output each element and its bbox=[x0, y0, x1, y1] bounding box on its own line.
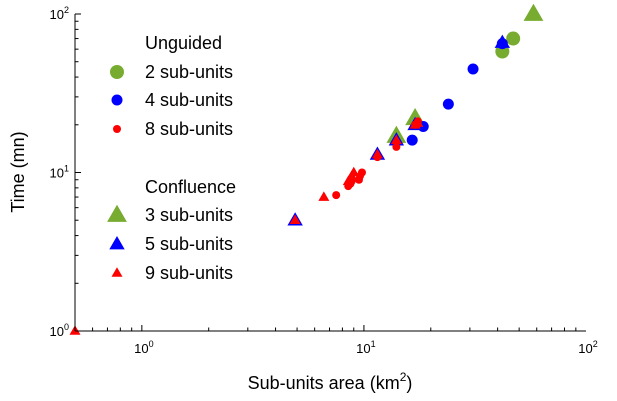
data-point bbox=[412, 117, 424, 127]
series-3-sub-units bbox=[386, 3, 544, 143]
x-axis-title: Sub-units area (km2) bbox=[248, 370, 413, 393]
legend-group-title: Unguided bbox=[145, 33, 222, 53]
ticks bbox=[74, 13, 577, 332]
data-point bbox=[392, 142, 401, 151]
legend-marker bbox=[109, 236, 125, 250]
legend-entry-label: 4 sub-units bbox=[145, 90, 233, 110]
legend-marker bbox=[111, 94, 123, 106]
data-point bbox=[442, 98, 454, 110]
y-tick-label: 100 bbox=[50, 322, 69, 339]
y-axis-title: Time (mn) bbox=[8, 131, 28, 212]
data-point bbox=[342, 175, 354, 186]
y-tick-label: 102 bbox=[50, 5, 69, 22]
data-point bbox=[495, 44, 510, 59]
x-tick-label: 101 bbox=[356, 339, 375, 356]
legend-entry-label: 9 sub-units bbox=[145, 263, 233, 283]
data-point bbox=[289, 214, 301, 225]
legend-marker bbox=[110, 65, 124, 79]
data-point bbox=[406, 134, 418, 146]
data-point bbox=[496, 38, 508, 50]
legend-entry-label: 5 sub-units bbox=[145, 234, 233, 254]
data-point bbox=[357, 168, 366, 177]
legend-entry-label: 3 sub-units bbox=[145, 205, 233, 225]
data-point bbox=[390, 134, 402, 144]
legend-marker bbox=[107, 204, 127, 222]
data-point bbox=[371, 148, 383, 159]
legend-marker bbox=[111, 267, 123, 277]
data-point bbox=[506, 31, 521, 46]
x-tick-label: 100 bbox=[134, 339, 153, 356]
data-point bbox=[523, 3, 544, 21]
legend-entry-label: 8 sub-units bbox=[145, 119, 233, 139]
data-point bbox=[318, 191, 330, 201]
series-2-sub-units bbox=[495, 31, 521, 59]
x-tick-label: 102 bbox=[578, 339, 597, 356]
series-9-sub-units bbox=[69, 117, 424, 335]
x-axis-title-superscript: 2 bbox=[400, 370, 407, 384]
legend-marker bbox=[113, 125, 121, 133]
tick-labels: 100 101 102 100 101 102 bbox=[50, 5, 598, 356]
y-tick-label: 101 bbox=[50, 164, 69, 181]
legend-group-title: Confluence bbox=[145, 177, 236, 197]
data-point bbox=[348, 166, 360, 177]
legend-entry-label: 2 sub-units bbox=[145, 62, 233, 82]
plot-markers bbox=[69, 3, 544, 335]
legend: Unguided 2 sub-units 4 sub-units 8 sub-unit… bbox=[107, 33, 236, 283]
series-4-sub-units bbox=[406, 38, 508, 146]
data-point bbox=[467, 63, 479, 75]
data-point bbox=[332, 191, 341, 200]
